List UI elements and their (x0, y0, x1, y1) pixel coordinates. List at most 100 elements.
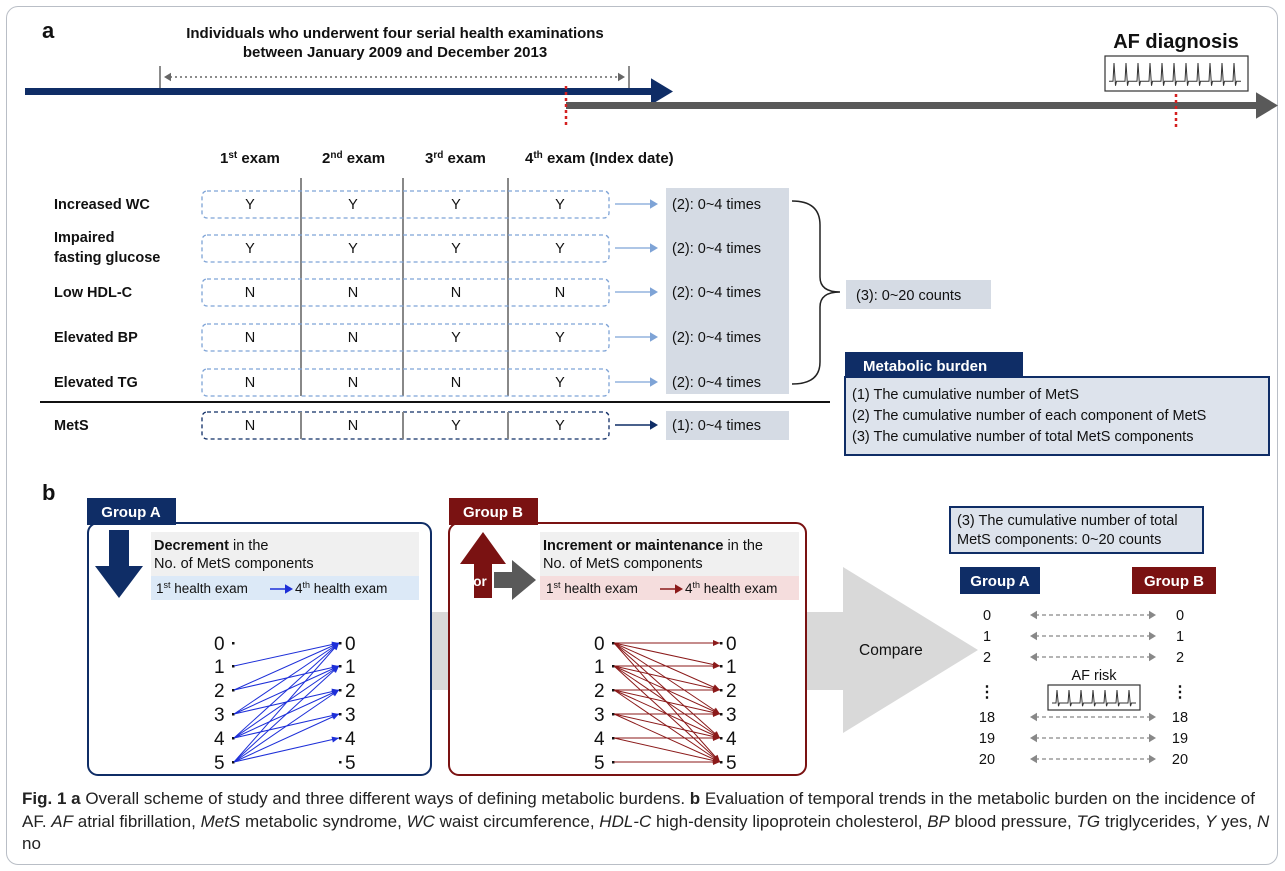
row-3-value-1: N (245, 330, 255, 346)
row-0-value-3: Y (451, 197, 461, 213)
caption-a-text: Overall scheme of study and three differ… (80, 789, 690, 808)
row-arrow-head-2 (650, 287, 658, 297)
row-label-3: Elevated BP (54, 330, 138, 346)
group-b-exam-bg (540, 576, 799, 600)
caption-abbr-def-3: high-density lipoprotein cholesterol, (651, 811, 928, 831)
group-a-left-dot-5 (232, 761, 235, 764)
compare-left-19: 19 (979, 731, 995, 747)
group-a-exam-first: 1st health exam (156, 580, 248, 596)
row-dashed-box-1 (201, 234, 610, 263)
row-count-0: (2): 0~4 times (672, 197, 761, 213)
group-a-left-num-4: 4 (214, 729, 225, 750)
exam-header-4: 4th exam (Index date) (525, 150, 674, 168)
compare-left-18: 18 (979, 710, 995, 726)
burden-box (844, 376, 1270, 456)
row-1-value-4: Y (555, 241, 565, 257)
mets-count-label: (1): 0~4 times (672, 418, 761, 434)
group-b-left-num-3: 3 (594, 705, 605, 726)
caption-abbr-0: AF (51, 811, 74, 831)
compare-arrow-right-18 (1149, 712, 1156, 722)
caption-abbr-3: HDL-C (599, 811, 652, 831)
caption-fig-label: Fig. 1 (22, 789, 67, 808)
caption-abbr-2: WC (406, 811, 435, 831)
caption-a-label: a (71, 789, 81, 808)
group-a-right-dot-1 (339, 665, 342, 668)
burden-title: Metabolic burden (863, 358, 987, 375)
period-title-line2: between January 2009 and December 2013 (243, 44, 547, 61)
group-b-tag (449, 498, 538, 525)
mets-count-box (666, 411, 789, 440)
compare-arrow-right-0 (1149, 610, 1156, 620)
row-3-value-2: N (348, 330, 358, 346)
group-a-right-num-4: 4 (345, 729, 356, 750)
group-b-up-arrow (460, 532, 506, 598)
compare-arrow-left-2 (1030, 652, 1037, 662)
row-2-value-4: N (555, 285, 565, 301)
group-b-left-dot-4 (612, 737, 615, 740)
exam-header-1: 1st exam (220, 150, 280, 168)
group-a-right-dot-2 (339, 689, 342, 692)
group-a-right-dot-4 (339, 737, 342, 740)
compare-arrow-left-0 (1030, 610, 1037, 620)
caption-abbr-7: N (1256, 811, 1270, 831)
group-b-right-num-1: 1 (726, 657, 737, 678)
group-b-desc-line2: No. of MetS components (543, 556, 703, 572)
group-a-right-dot-3 (339, 713, 342, 716)
compare-label: Compare (859, 642, 923, 659)
group-a-left-dot-2 (232, 689, 235, 692)
row-4-value-1: N (245, 375, 255, 391)
group-a-right-num-3: 3 (345, 705, 356, 726)
total-count-label: (3): 0~20 counts (856, 288, 961, 304)
row-1-value-1: Y (245, 241, 255, 257)
followup-bar (566, 102, 1258, 109)
group-a-tag (87, 498, 176, 525)
group-a-edge-head-5-4 (331, 736, 339, 743)
group-b-edge-2-3 (613, 689, 721, 715)
group-a-exam-arrow-head (285, 584, 293, 594)
af-risk-ecg-icon-trace (1052, 689, 1136, 707)
compare-left-2: 2 (983, 650, 991, 666)
row-count-1: (2): 0~4 times (672, 241, 761, 257)
group-b-left-dot-2 (612, 689, 615, 692)
group-a-tag-label: Group A (101, 504, 161, 521)
mets-arrow-head (650, 420, 658, 430)
compare-arrow-left-1 (1030, 631, 1037, 641)
burden-title-bg (845, 352, 1023, 379)
group-b-tag-label: Group B (463, 504, 523, 521)
row-label-1-line2: fasting glucose (54, 250, 160, 266)
row-1-value-2: Y (348, 241, 358, 257)
row-arrow-head-1 (650, 243, 658, 253)
group-a-edge-head-5-1 (331, 666, 339, 673)
exam-header-3: 3rd exam (425, 150, 486, 168)
group-b-right-dot-4 (720, 737, 723, 740)
group-b-edge-0-1 (613, 642, 721, 667)
compare-group-a-tag (960, 567, 1040, 594)
row-3-value-4: Y (555, 330, 565, 346)
group-b-right-dot-1 (720, 665, 723, 668)
compare-right-0: 0 (1176, 608, 1184, 624)
burden-item-3: (3) The cumulative number of total MetS … (852, 429, 1193, 445)
group-b-right-arrow (494, 560, 536, 600)
compare-arrow-left-18 (1030, 712, 1037, 722)
compare-left-1: 1 (983, 629, 991, 645)
burden-item-2: (2) The cumulative number of each compon… (852, 408, 1206, 424)
group-b-edge-1-2 (613, 665, 721, 691)
group-b-right-num-2: 2 (726, 681, 737, 702)
cumulative-box (949, 506, 1204, 554)
cumulative-line1: (3) The cumulative number of total (957, 513, 1178, 529)
compare-right-20: 20 (1172, 752, 1188, 768)
group-a-edge-5-1 (233, 665, 340, 763)
group-a-desc-line2: No. of MetS components (154, 556, 314, 572)
components-brace (791, 200, 841, 385)
row-label-2: Low HDL-C (54, 285, 133, 301)
row-1-value-3: Y (451, 241, 461, 257)
figure-diagram: a Individuals who underwent four serial h… (25, 18, 1278, 776)
compare-left-20: 20 (979, 752, 995, 768)
mets-row-label: MetS (54, 418, 89, 434)
group-b-right-dot-5 (720, 761, 723, 764)
row-arrow-head-0 (650, 199, 658, 209)
group-a-desc-line1: Decrement in the (154, 538, 268, 554)
group-a-edge-5-0 (233, 642, 340, 763)
group-b-left-num-5: 5 (594, 753, 605, 774)
